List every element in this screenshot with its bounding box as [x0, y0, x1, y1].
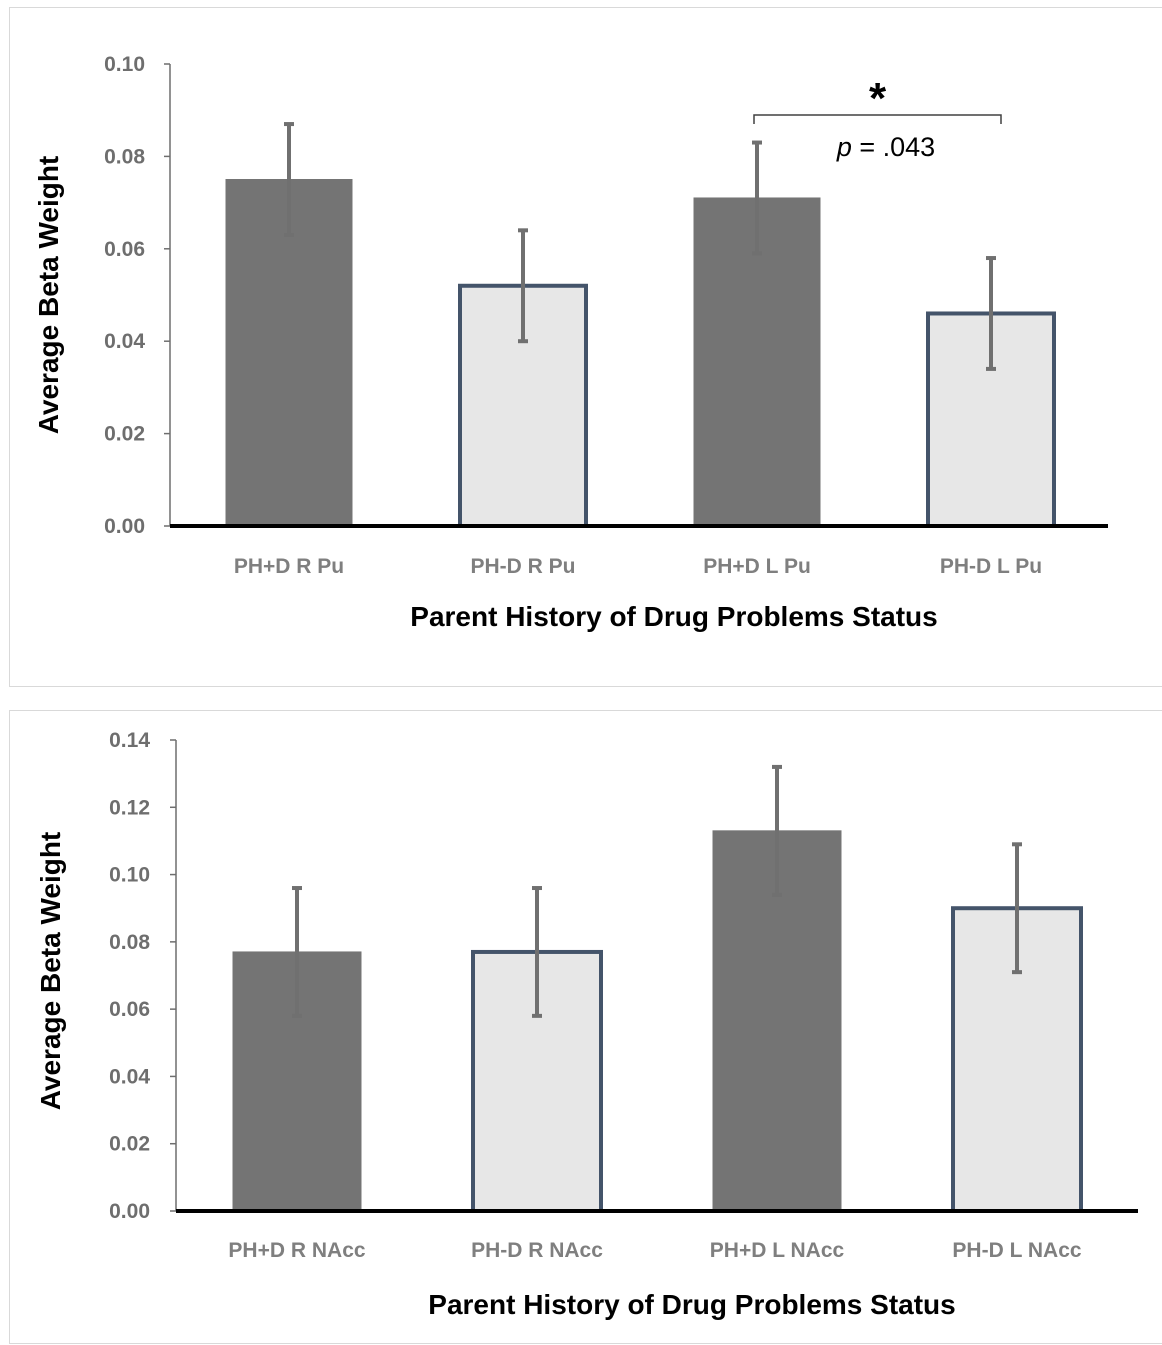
- y-tick-label: 0.10: [109, 864, 150, 887]
- p-symbol: p: [836, 132, 852, 162]
- significance-star: *: [869, 74, 887, 123]
- bar: [225, 179, 353, 527]
- chart-1: 0.00 0.02 0.04 0.06 0.08 0.10 PH+D R Pu PH-D R …: [33, 53, 1108, 632]
- y-tick-label: 0.00: [104, 515, 145, 538]
- y-tick-label: 0.04: [109, 1065, 150, 1088]
- p-value: = .043: [852, 132, 935, 162]
- y-tick-label: 0.08: [104, 145, 145, 168]
- y-tick-label: 0.14: [109, 729, 150, 752]
- y-tick-label: 0.08: [109, 931, 150, 954]
- y-tick-label: 0.04: [104, 330, 145, 353]
- y-tick-label: 0.00: [109, 1200, 150, 1223]
- chart-2: 0.00 0.02 0.04 0.06 0.08 0.10 0.12 0.14 PH+D R N…: [35, 729, 1138, 1320]
- category-label: PH-D L Pu: [940, 555, 1042, 578]
- y-tick-label: 0.06: [104, 238, 145, 261]
- category-label: PH+D L NAcc: [710, 1239, 845, 1262]
- p-value-label: p = .043: [836, 132, 935, 162]
- y-tick-label: 0.10: [104, 53, 145, 76]
- category-label: PH-D R Pu: [471, 555, 576, 578]
- y-axis-title: Average Beta Weight: [33, 156, 64, 435]
- y-tick-label: 0.02: [109, 1133, 150, 1156]
- significance-bracket: [753, 114, 1002, 124]
- category-label: PH-D L NAcc: [952, 1239, 1081, 1262]
- y-tick-label: 0.06: [109, 998, 150, 1021]
- category-label: PH+D R Pu: [234, 555, 344, 578]
- x-axis-title: Parent History of Drug Problems Status: [410, 601, 937, 632]
- y-tick-label: 0.02: [104, 423, 145, 446]
- y-axis-title: Average Beta Weight: [35, 832, 66, 1111]
- category-label: PH-D R NAcc: [471, 1239, 603, 1262]
- category-label: PH+D R NAcc: [228, 1239, 365, 1262]
- y-tick-label: 0.12: [109, 796, 150, 819]
- category-label: PH+D L Pu: [703, 555, 811, 578]
- x-axis-title: Parent History of Drug Problems Status: [428, 1289, 955, 1320]
